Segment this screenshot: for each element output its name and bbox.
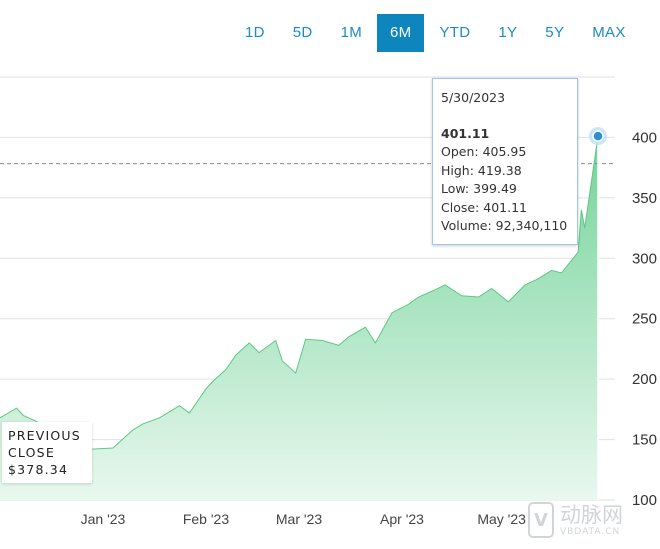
range-button-1d[interactable]: 1D: [245, 24, 265, 41]
y-tick-label: 400: [632, 129, 657, 146]
y-tick-label: 150: [632, 432, 657, 449]
tooltip-volume: Volume: 92,340,110: [441, 218, 568, 233]
watermark-logo-icon: V: [528, 502, 554, 538]
watermark-url: VBDATA.CN: [560, 527, 621, 537]
price-area: [0, 136, 598, 500]
price-line: [0, 136, 599, 450]
tooltip-open: Open: 405.95: [441, 144, 527, 159]
highlight-point[interactable]: [592, 130, 604, 142]
previous-close-line2: CLOSE: [8, 445, 55, 460]
range-button-ytd[interactable]: YTD: [439, 24, 471, 41]
tooltip-date: 5/30/2023: [441, 90, 506, 105]
x-tick-label: Jan '23: [81, 511, 126, 527]
range-selector: 1D 5D 1M 6M YTD 1Y 5Y MAX: [232, 14, 641, 52]
y-tick-label: 100: [632, 492, 657, 509]
tooltip-low: Low: 399.49: [441, 181, 517, 196]
range-button-5y[interactable]: 5Y: [545, 24, 565, 41]
price-tooltip: 5/30/2023 401.11 Open: 405.95 High: 419.…: [432, 78, 578, 245]
previous-close-value: $378.34: [8, 462, 69, 477]
y-tick-label: 350: [632, 190, 657, 207]
previous-close-label: PREVIOUS CLOSE $378.34: [2, 422, 92, 483]
tooltip-close: Close: 401.11: [441, 199, 527, 215]
range-button-6m[interactable]: 6M: [377, 14, 425, 52]
watermark: V 动脉网 VBDATA.CN: [528, 497, 654, 543]
tooltip-price: 401.11: [441, 125, 490, 141]
x-tick-label: Apr '23: [380, 511, 424, 527]
range-button-max[interactable]: MAX: [592, 24, 626, 41]
range-button-5d[interactable]: 5D: [292, 24, 313, 41]
watermark-text: 动脉网: [560, 503, 623, 527]
tooltip-high: High: 419.38: [441, 162, 522, 178]
range-button-1m[interactable]: 1M: [340, 24, 362, 41]
x-tick-label: Feb '23: [183, 511, 229, 527]
x-tick-label: May '23: [477, 511, 526, 527]
previous-close-line1: PREVIOUS: [8, 428, 81, 443]
y-tick-label: 250: [632, 311, 657, 328]
y-tick-label: 300: [632, 250, 657, 267]
range-button-1y[interactable]: 1Y: [498, 24, 518, 41]
x-tick-label: Mar '23: [276, 511, 322, 527]
y-tick-label: 200: [632, 371, 657, 388]
